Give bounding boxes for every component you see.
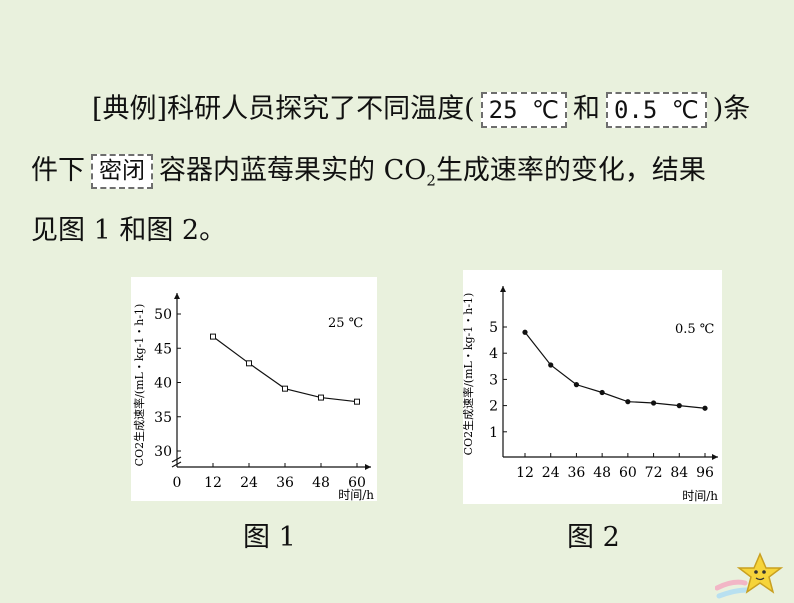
data-point — [599, 389, 605, 396]
y-tick-label: 3 — [489, 372, 498, 388]
x-tick-label: 12 — [204, 475, 222, 491]
x-axis-arrow — [365, 464, 371, 470]
x-tick-label: 0 — [173, 475, 182, 491]
y-tick-label: 5 — [489, 320, 498, 336]
y-axis-arrow — [500, 286, 506, 292]
text-segment: 生成速率的变化，结果 — [435, 155, 706, 187]
example-tag: [典例] — [92, 93, 168, 125]
data-point — [676, 403, 682, 409]
data-point — [246, 360, 252, 367]
x-tick-label: 60 — [619, 465, 637, 481]
x-tick-label: 36 — [276, 475, 294, 491]
y-tick-label: 45 — [154, 341, 172, 357]
x-axis-arrow — [712, 454, 718, 460]
series-line — [524, 331, 706, 409]
y-tick-label: 2 — [489, 399, 498, 415]
y-axis-label: CO2生成速率/(mL・kg-1・h-1) — [132, 304, 146, 467]
figure-1-chart: 30 35 40 45 50 0 12 24 36 48 60 25 ℃ 时间/h CO2生成速率/(mL… — [132, 293, 374, 502]
data-point — [548, 362, 554, 368]
data-point — [210, 333, 216, 340]
x-axis-label: 时间/h — [682, 489, 718, 503]
axis-break-mark — [171, 456, 182, 468]
problem-text-line-1: [典例]科研人员探究了不同温度(25 ℃ 和 0.5 ℃)条 — [92, 92, 751, 129]
x-tick-label: 24 — [240, 475, 258, 491]
temperature-annotation: 25 ℃ — [328, 316, 363, 331]
y-axis-label-group: CO2生成速率/(mL・kg-1・h-1) — [132, 304, 146, 467]
data-point — [522, 329, 528, 335]
figure-2-caption: 图 2 — [567, 522, 620, 553]
x-tick-label: 60 — [348, 475, 366, 491]
y-tick-label: 40 — [154, 376, 172, 392]
data-point — [573, 382, 580, 388]
figure-2-panel: 1 2 3 4 5 12 24 36 48 60 72 84 96 0.5 ℃ 时间/h CO2生成速率/(m… — [461, 270, 722, 504]
star-mascot-icon — [715, 552, 784, 599]
data-point — [625, 399, 631, 405]
y-axis-label: CO2生成速率/(mL・kg-1・h-1) — [463, 293, 475, 456]
x-tick-label: 48 — [312, 475, 330, 491]
temperature-annotation: 0.5 ℃ — [675, 322, 714, 337]
y-tick-label: 1 — [489, 425, 498, 441]
y-axis-label-group: CO2生成速率/(mL・kg-1・h-1) — [461, 293, 475, 456]
text-segment: 和 — [572, 93, 600, 125]
x-tick-label: 12 — [516, 465, 534, 481]
text-segment: 件下 — [31, 155, 85, 187]
data-point — [282, 385, 288, 392]
temperature-box-1[interactable]: 25 ℃ — [480, 92, 567, 129]
figure-1-panel: 30 35 40 45 50 0 12 24 36 48 60 25 ℃ 时间/h CO2生成速率/(mL… — [131, 277, 377, 502]
series-line — [212, 336, 358, 403]
x-tick-label: 84 — [670, 465, 688, 481]
sealed-box[interactable]: 密闭 — [91, 154, 153, 190]
y-tick-label: 4 — [489, 346, 498, 362]
temperature-box-2[interactable]: 0.5 ℃ — [605, 92, 707, 129]
x-tick-label: 48 — [593, 465, 611, 481]
data-point — [650, 400, 657, 406]
problem-text-line-2: 件下 密闭 容器内蓝莓果实的 CO2生成速率的变化，结果 — [31, 154, 706, 190]
problem-text-line-3: 见图 1 和图 2。 — [31, 215, 227, 246]
x-tick-label: 96 — [696, 465, 714, 481]
y-tick-label: 35 — [154, 410, 172, 426]
subscript: 2 — [426, 171, 436, 190]
data-point — [702, 405, 708, 411]
x-axis-label: 时间/h — [338, 488, 374, 501]
text-segment: 容器内蓝莓果实的 CO — [159, 155, 427, 187]
y-tick-label: 50 — [154, 307, 172, 323]
y-axis-arrow — [174, 293, 180, 299]
text-segment: 科研人员探究了不同温度( — [167, 93, 475, 125]
text-segment: )条 — [712, 93, 751, 125]
x-tick-label: 72 — [645, 465, 663, 481]
x-tick-label: 36 — [568, 465, 586, 481]
figure-1-caption: 图 1 — [243, 522, 296, 553]
data-point — [354, 398, 360, 405]
data-point — [318, 394, 324, 401]
y-tick-label: 30 — [154, 444, 172, 460]
x-tick-label: 24 — [542, 465, 560, 481]
